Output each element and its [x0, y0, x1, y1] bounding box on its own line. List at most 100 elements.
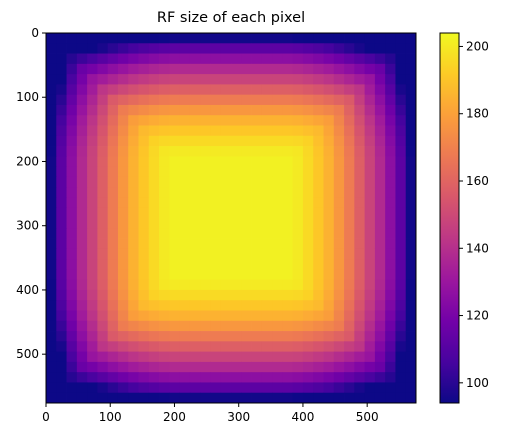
heatmap-cell — [333, 125, 345, 137]
heatmap-cell — [97, 259, 109, 270]
heatmap-cell — [210, 320, 222, 332]
heatmap-cell — [148, 207, 160, 219]
heatmap-cell — [313, 269, 324, 281]
heatmap-cell — [282, 84, 294, 96]
heatmap-cell — [220, 33, 232, 44]
heatmap-cell — [405, 156, 417, 168]
heatmap-cell — [169, 74, 181, 85]
heatmap-cell — [251, 238, 263, 250]
heatmap-cell — [374, 146, 386, 157]
heatmap-cell — [220, 197, 232, 209]
heatmap-cell — [261, 74, 273, 85]
heatmap-cell — [385, 259, 396, 270]
heatmap-cell — [56, 320, 67, 332]
heatmap-cell — [354, 269, 366, 281]
heatmap-cell — [344, 228, 355, 239]
heatmap-cell — [159, 331, 170, 342]
heatmap-cell — [231, 218, 242, 229]
heatmap-cell — [87, 331, 98, 342]
heatmap-cell — [333, 104, 345, 116]
heatmap-cell — [46, 269, 57, 281]
heatmap-cell — [107, 33, 119, 44]
heatmap-cell — [364, 392, 376, 404]
heatmap-cell — [354, 228, 366, 239]
heatmap-cell — [169, 259, 181, 270]
heatmap-cell — [261, 197, 273, 209]
heatmap-cell — [364, 166, 376, 178]
heatmap-cell — [117, 331, 129, 342]
heatmap-cell — [148, 94, 160, 106]
heatmap-cell — [138, 74, 150, 85]
heatmap-cell — [97, 84, 109, 96]
heatmap-cell — [159, 361, 170, 373]
heatmap-cell — [87, 341, 98, 353]
heatmap-cell — [107, 289, 119, 301]
heatmap-cell — [200, 269, 211, 281]
heatmap-cell — [169, 392, 181, 404]
heatmap-cell — [210, 94, 222, 106]
heatmap-cell — [344, 197, 355, 209]
heatmap-cell — [344, 382, 355, 394]
heatmap-cell — [313, 310, 324, 322]
heatmap-cell — [231, 115, 242, 126]
heatmap-cell — [56, 94, 67, 106]
heatmap-cell — [128, 228, 139, 239]
heatmap-cell — [210, 218, 222, 229]
heatmap-cell — [138, 238, 150, 250]
heatmap-cell — [364, 33, 376, 44]
heatmap-cell — [46, 125, 57, 137]
heatmap-cell — [344, 33, 355, 44]
heatmap-cell — [241, 135, 252, 147]
heatmap-cell — [282, 94, 294, 106]
heatmap-cell — [272, 187, 283, 198]
heatmap-cell — [251, 289, 263, 301]
heatmap-cell — [313, 176, 324, 188]
heatmap-cell — [272, 361, 283, 373]
heatmap-cell — [292, 279, 304, 291]
heatmap-cell — [138, 104, 150, 116]
colorbar-tick-label: 180 — [466, 107, 489, 121]
heatmap-cell — [148, 238, 160, 250]
heatmap-cell — [231, 382, 242, 394]
heatmap-cell — [148, 279, 160, 291]
heatmap-cell — [87, 310, 98, 322]
heatmap-cell — [56, 248, 67, 260]
heatmap-cell — [97, 63, 109, 75]
heatmap-cell — [272, 320, 283, 332]
heatmap-cell — [385, 135, 396, 147]
heatmap-cell — [344, 187, 355, 198]
heatmap-cell — [261, 361, 273, 373]
heatmap-cell — [385, 115, 396, 126]
heatmap-cell — [261, 269, 273, 281]
heatmap-cell — [56, 310, 67, 322]
heatmap-cell — [333, 341, 345, 353]
heatmap-cell — [241, 104, 252, 116]
heatmap-cell — [76, 300, 88, 311]
heatmap-cell — [66, 341, 78, 353]
heatmap-cell — [128, 104, 139, 116]
heatmap-cell — [302, 218, 314, 229]
heatmap-cell — [395, 166, 407, 178]
heatmap-cell — [364, 125, 376, 137]
heatmap-cell — [261, 43, 273, 54]
heatmap-cell — [313, 392, 324, 404]
heatmap-cell — [87, 351, 98, 363]
heatmap-cell — [66, 135, 78, 147]
heatmap-cell — [200, 53, 211, 65]
heatmap-cell — [97, 94, 109, 106]
heatmap-cell — [241, 53, 252, 65]
heatmap-cell — [97, 104, 109, 116]
heatmap-cell — [210, 310, 222, 322]
heatmap-cell — [354, 259, 366, 270]
heatmap-cell — [117, 361, 129, 373]
heatmap-cell — [107, 228, 119, 239]
heatmap-cell — [292, 361, 304, 373]
heatmap-cell — [148, 146, 160, 157]
heatmap-cell — [128, 372, 139, 383]
x-axis: 0 100 200 300 400 500 — [42, 403, 379, 424]
heatmap-cell — [56, 166, 67, 178]
heatmap-cell — [364, 104, 376, 116]
heatmap-cell — [385, 331, 396, 342]
chart-title: RF size of each pixel — [157, 10, 305, 26]
heatmap-cell — [344, 156, 355, 168]
